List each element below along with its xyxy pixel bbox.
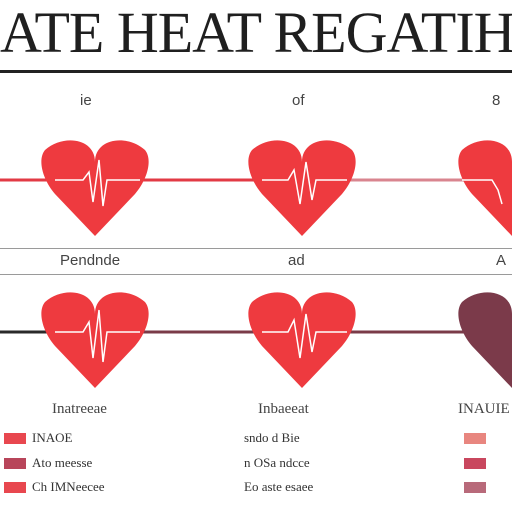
- legend-swatch: [4, 432, 26, 444]
- legend-item: Ato meesse: [4, 455, 93, 470]
- row1-label-2: of: [292, 92, 305, 109]
- page-title: ATE HEAT REGATIHE RA: [0, 0, 512, 65]
- section-label-2: Inbaeeat: [258, 401, 309, 417]
- row1-label-3: 8: [492, 92, 501, 109]
- row2-label-1: Pendnde: [60, 252, 121, 269]
- legend-item: Ch IMNeecee: [4, 479, 105, 494]
- legend-swatch: [4, 457, 26, 469]
- legend-label: Ato meesse: [32, 455, 93, 470]
- heart-icon: [458, 140, 512, 236]
- legend-swatch: [464, 432, 486, 444]
- legend-label: sndo d Bie: [244, 430, 300, 445]
- legend-item: sndo d Bie: [244, 430, 300, 445]
- legend-label: n OSa ndcce: [244, 455, 310, 470]
- legend-swatch: [464, 457, 486, 469]
- title-underline: [0, 70, 512, 73]
- legend-item: [464, 456, 492, 470]
- legend-label: INAOE: [32, 430, 73, 445]
- section-label-3: INAUIE: [458, 401, 510, 417]
- legend-item: [464, 431, 492, 445]
- heart-icon: [41, 140, 149, 236]
- heart-row-1: [0, 140, 512, 236]
- row1-label-1: ie: [80, 92, 92, 109]
- legend-swatch: [4, 481, 26, 493]
- legend-label: Eo aste esaee: [244, 479, 314, 494]
- section-label-1: Inatreeae: [52, 401, 107, 417]
- row2-label-3: A: [496, 252, 507, 269]
- legend-label: Ch IMNeecee: [32, 479, 105, 494]
- row2-label-2: ad: [288, 252, 305, 269]
- legend-item: [464, 480, 492, 494]
- legend-item: INAOE: [4, 430, 73, 445]
- row-divider-2: [0, 274, 512, 275]
- heart-icon: [458, 292, 512, 388]
- heart-icon: [248, 140, 356, 236]
- row-divider-1: [0, 248, 512, 249]
- legend-item: Eo aste esaee: [244, 479, 314, 494]
- legend-item: n OSa ndcce: [244, 455, 310, 470]
- heart-icon: [248, 292, 356, 388]
- heart-icon: [41, 292, 149, 388]
- legend-swatch: [464, 481, 486, 493]
- heart-row-2: [0, 292, 512, 388]
